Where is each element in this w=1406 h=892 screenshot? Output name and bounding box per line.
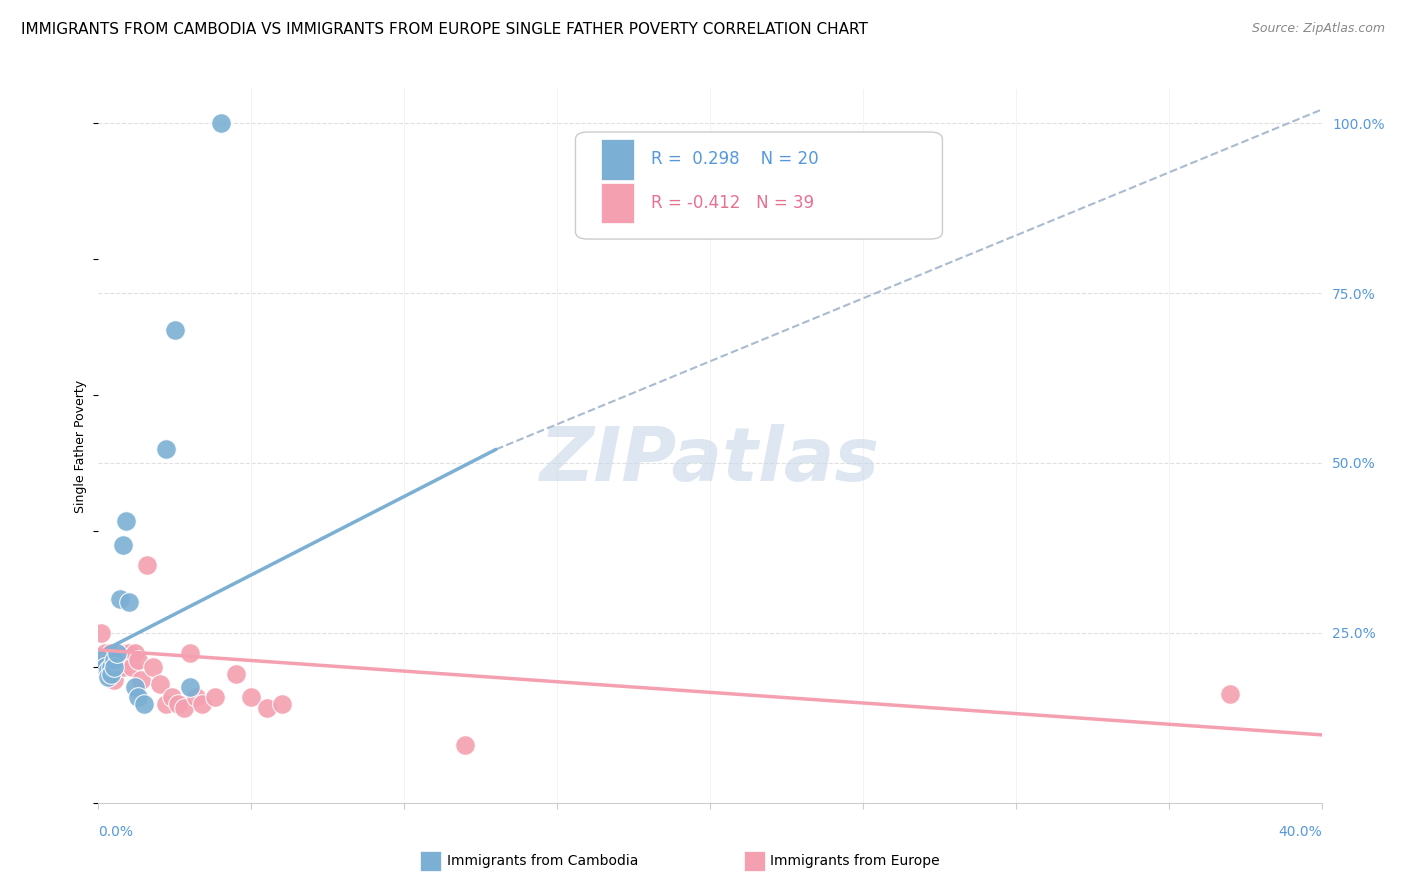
Point xyxy=(127,653,149,667)
Point xyxy=(93,653,115,667)
Point xyxy=(100,666,122,681)
Point xyxy=(124,680,146,694)
Point xyxy=(118,653,141,667)
Text: 0.0%: 0.0% xyxy=(98,825,134,839)
Point xyxy=(90,626,112,640)
Point xyxy=(111,660,134,674)
Point xyxy=(118,595,141,609)
Point xyxy=(167,698,190,712)
Point xyxy=(108,646,131,660)
Point xyxy=(204,690,226,705)
Text: 40.0%: 40.0% xyxy=(1278,825,1322,839)
Point xyxy=(191,698,214,712)
Point xyxy=(108,591,131,606)
Point xyxy=(105,653,128,667)
Text: R =  0.298    N = 20: R = 0.298 N = 20 xyxy=(651,151,818,169)
Point xyxy=(173,700,195,714)
FancyBboxPatch shape xyxy=(575,132,942,239)
Point xyxy=(256,700,278,714)
Text: Immigrants from Cambodia: Immigrants from Cambodia xyxy=(447,854,638,868)
Point xyxy=(105,646,128,660)
Point xyxy=(155,698,177,712)
Text: ZIPatlas: ZIPatlas xyxy=(540,424,880,497)
Point xyxy=(115,514,138,528)
Point xyxy=(134,698,156,712)
Text: Source: ZipAtlas.com: Source: ZipAtlas.com xyxy=(1251,22,1385,36)
Point xyxy=(105,646,128,660)
Point xyxy=(115,646,138,660)
Point xyxy=(163,323,186,337)
Point xyxy=(103,660,125,674)
Point xyxy=(97,663,120,677)
Point xyxy=(240,690,263,705)
Point xyxy=(93,660,115,674)
Point xyxy=(93,646,115,660)
Point xyxy=(179,680,201,694)
Point xyxy=(270,698,292,712)
Text: R = -0.412   N = 39: R = -0.412 N = 39 xyxy=(651,194,814,212)
FancyBboxPatch shape xyxy=(602,139,634,180)
Point xyxy=(111,653,134,667)
Point xyxy=(103,653,125,667)
Point xyxy=(127,690,149,705)
Point xyxy=(108,660,131,674)
Text: Immigrants from Europe: Immigrants from Europe xyxy=(770,854,941,868)
Point xyxy=(100,666,122,681)
Point xyxy=(136,558,159,572)
Point xyxy=(97,670,120,684)
Point xyxy=(103,673,125,688)
Point xyxy=(100,660,122,674)
Point xyxy=(225,666,247,681)
Point xyxy=(179,646,201,660)
Point xyxy=(118,646,141,660)
Point xyxy=(100,646,122,660)
Point xyxy=(97,663,120,677)
Point xyxy=(454,738,477,752)
Point xyxy=(160,690,183,705)
Point xyxy=(129,673,152,688)
Point xyxy=(103,660,125,674)
Text: IMMIGRANTS FROM CAMBODIA VS IMMIGRANTS FROM EUROPE SINGLE FATHER POVERTY CORRELA: IMMIGRANTS FROM CAMBODIA VS IMMIGRANTS F… xyxy=(21,22,868,37)
Point xyxy=(209,116,232,130)
Y-axis label: Single Father Poverty: Single Father Poverty xyxy=(73,379,87,513)
Point xyxy=(124,646,146,660)
Point xyxy=(142,660,165,674)
Point xyxy=(111,537,134,551)
Point xyxy=(121,660,143,674)
Point xyxy=(90,653,112,667)
Point xyxy=(97,660,120,674)
FancyBboxPatch shape xyxy=(602,183,634,223)
Point xyxy=(186,690,208,705)
Point xyxy=(1219,687,1241,701)
Point xyxy=(149,677,172,691)
Point xyxy=(155,442,177,457)
